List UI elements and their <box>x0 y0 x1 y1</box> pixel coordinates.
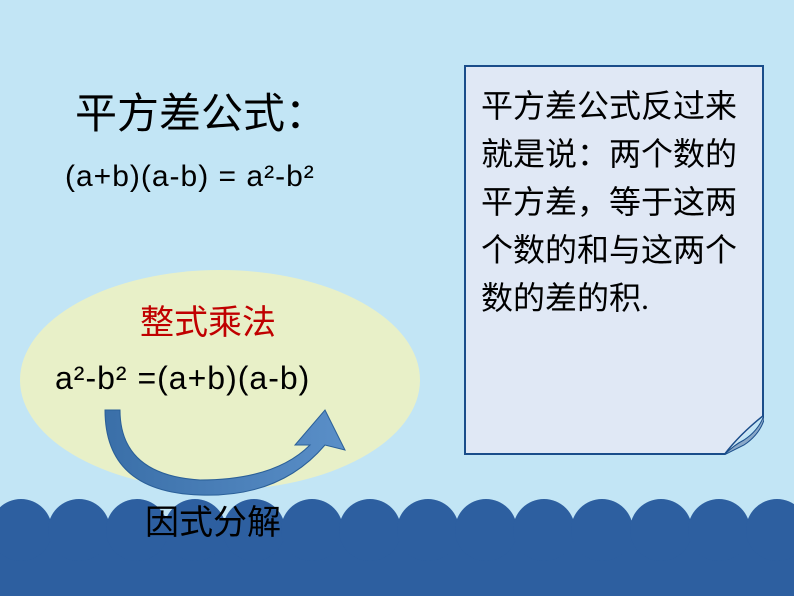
note-text: 平方差公式反过来就是说：两个数的平方差，等于这两个数的和与这两个数的差的积. <box>481 82 747 322</box>
label-factorization: 因式分解 <box>145 495 281 544</box>
page-fold-icon <box>724 415 764 455</box>
scallop-bump <box>630 499 692 561</box>
scallop-border <box>0 501 794 561</box>
scallop-bump <box>48 499 110 561</box>
curved-arrow-icon <box>100 400 360 500</box>
scallop-bump <box>0 499 52 561</box>
scallop-bump <box>746 499 794 561</box>
formula-factorization: a²-b² =(a+b)(a-b) <box>55 360 310 397</box>
scallop-bump <box>513 499 575 561</box>
formula-expansion: (a+b)(a-b) = a²-b² <box>65 160 315 194</box>
scallop-bump <box>281 499 343 561</box>
scallop-bump <box>455 499 517 561</box>
scallop-bump <box>688 499 750 561</box>
scallop-bump <box>397 499 459 561</box>
slide-title: 平方差公式： <box>75 80 327 141</box>
label-multiplication: 整式乘法 <box>140 295 276 344</box>
note-box: 平方差公式反过来就是说：两个数的平方差，等于这两个数的和与这两个数的差的积. <box>464 65 764 455</box>
scallop-bump <box>339 499 401 561</box>
scallop-bump <box>571 499 633 561</box>
